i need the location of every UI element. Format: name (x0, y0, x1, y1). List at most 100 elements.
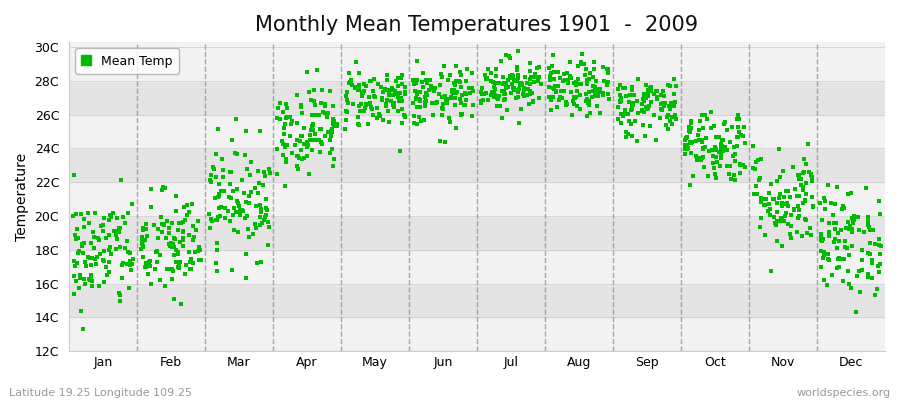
Point (835, 277, 850, 284)
Point (229, 209, 243, 215)
Point (597, 78, 611, 84)
Point (420, 92, 435, 98)
Point (262, 224, 276, 230)
Point (652, 115, 667, 122)
Point (479, 76, 493, 82)
Point (165, 266, 179, 272)
Point (344, 77, 358, 83)
Point (300, 153, 314, 160)
Point (458, 97, 473, 103)
Point (639, 95, 653, 102)
Point (698, 144, 712, 150)
Point (586, 88, 600, 94)
Point (816, 236, 831, 242)
Point (806, 204, 821, 210)
Point (367, 93, 382, 100)
Point (445, 88, 459, 95)
Point (464, 70, 479, 76)
Point (375, 88, 390, 95)
Point (377, 86, 392, 92)
Point (593, 110, 608, 116)
Point (345, 82, 359, 88)
Point (822, 220, 836, 226)
Point (166, 241, 181, 248)
Point (814, 217, 829, 223)
Point (338, 126, 353, 132)
Point (695, 112, 709, 119)
Point (764, 180, 778, 187)
Point (104, 251, 119, 257)
Point (643, 85, 657, 91)
Point (619, 93, 634, 100)
Point (734, 132, 749, 138)
Point (792, 193, 806, 200)
Point (72, 285, 86, 291)
Point (590, 93, 605, 99)
Point (814, 238, 829, 244)
Point (798, 216, 813, 222)
Point (97, 258, 112, 265)
Point (714, 152, 728, 158)
Point (481, 96, 495, 103)
Point (302, 137, 317, 144)
Point (596, 90, 610, 96)
Point (143, 263, 157, 269)
Point (232, 212, 247, 218)
Point (121, 210, 135, 217)
Point (625, 84, 639, 90)
Point (100, 272, 114, 278)
Point (565, 98, 580, 104)
Point (116, 260, 130, 267)
Point (692, 155, 706, 162)
Point (523, 60, 537, 66)
Point (872, 242, 886, 248)
Point (507, 84, 521, 91)
Point (112, 291, 127, 298)
Point (395, 97, 410, 104)
Point (325, 145, 339, 152)
Point (504, 90, 518, 96)
Point (67, 257, 81, 264)
Point (364, 104, 378, 110)
Point (629, 138, 643, 144)
Point (774, 218, 788, 224)
Point (293, 146, 308, 153)
Point (513, 80, 527, 86)
Point (490, 94, 504, 101)
Point (680, 134, 695, 140)
Point (165, 220, 179, 227)
Point (522, 100, 536, 107)
Point (304, 97, 319, 104)
Point (866, 227, 880, 233)
Point (663, 106, 678, 112)
Point (796, 170, 810, 176)
Point (105, 210, 120, 216)
Point (526, 98, 540, 105)
Point (295, 156, 310, 162)
Point (429, 98, 444, 105)
Point (308, 102, 322, 108)
Point (667, 103, 681, 110)
Point (526, 98, 540, 104)
Point (611, 86, 625, 92)
Point (303, 127, 318, 134)
Point (528, 70, 543, 77)
Point (728, 177, 742, 183)
Point (821, 251, 835, 257)
Point (424, 83, 438, 89)
Point (543, 73, 557, 80)
Point (596, 92, 610, 98)
Point (253, 222, 267, 228)
Point (752, 174, 767, 181)
Point (650, 96, 664, 102)
Point (683, 139, 698, 145)
Point (753, 199, 768, 206)
Point (613, 98, 627, 104)
Point (329, 121, 344, 128)
Point (421, 86, 436, 93)
Point (612, 98, 626, 104)
Point (601, 91, 616, 98)
Point (664, 121, 679, 128)
Point (816, 276, 831, 283)
Point (386, 91, 400, 98)
